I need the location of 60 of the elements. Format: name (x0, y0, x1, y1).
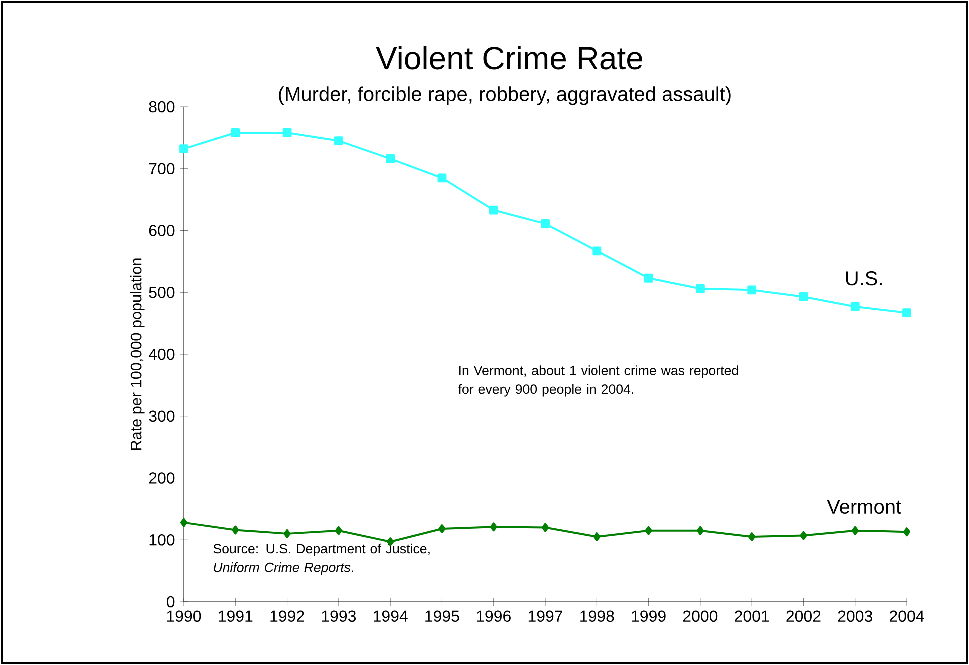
x-tick-label: 1997 (528, 610, 562, 622)
x-tick-label: 1993 (322, 610, 356, 622)
chart-subtitle: (Murder, forcible rape, robbery, aggravated assault) (279, 86, 731, 106)
x-tick-label: 1992 (270, 610, 304, 622)
point (696, 526, 704, 536)
y-tick-label: 600 (149, 225, 175, 236)
y-tick-label: 300 (149, 410, 175, 422)
y-tick-label: 100 (150, 534, 175, 546)
y-tick-label: 200 (149, 472, 175, 484)
point (542, 523, 550, 532)
x-tick-label: 2004 (890, 610, 924, 622)
point (748, 532, 756, 542)
x-tick-label: 2002 (786, 610, 821, 622)
point (799, 292, 808, 302)
point (231, 128, 240, 138)
point (284, 529, 291, 538)
point (594, 532, 601, 542)
point (592, 246, 602, 256)
point (282, 128, 292, 138)
point (850, 302, 860, 312)
x-tick-label: 1994 (374, 610, 408, 622)
chart-title: Violent Crime Rate (376, 46, 643, 70)
x-tick-label: 2001 (735, 610, 770, 622)
x-tick-label: 1991 (219, 610, 253, 622)
point (852, 526, 859, 536)
point (645, 526, 652, 536)
point (335, 526, 343, 536)
point (438, 524, 446, 534)
annotation: Source: U.S. Department of Justice, Uniform Crime Reports. (214, 544, 430, 575)
x-tick-label: 1996 (477, 610, 511, 622)
x-tick-label: 1990 (167, 610, 202, 622)
y-axis-title: Rate per 100,000 population (130, 258, 145, 450)
point (490, 522, 498, 532)
point (903, 528, 911, 537)
series-label: Vermont (827, 500, 902, 514)
y-tick-label: 700 (149, 163, 175, 175)
point (644, 274, 654, 283)
x-tick-label: 1998 (580, 610, 614, 622)
x-tick-label: 1995 (426, 610, 460, 622)
y-tick-label: 800 (149, 101, 175, 113)
point (902, 308, 912, 318)
point (180, 518, 188, 528)
y-tick-label: 400 (148, 348, 175, 360)
point (541, 219, 550, 228)
series-label: U.S. (846, 272, 882, 286)
y-tick-label: 0 (167, 596, 175, 608)
point (438, 174, 447, 183)
point (334, 136, 344, 146)
point (696, 284, 705, 294)
y-tick-label: 500 (149, 286, 175, 298)
annotation: In Vermont, about 1 violent crime was reported for every 900 people in 2004. (458, 366, 738, 397)
point (232, 526, 240, 535)
x-tick-label: 2000 (683, 610, 718, 622)
point (800, 531, 808, 540)
point (180, 144, 188, 154)
x-tick-label: 1999 (632, 610, 666, 622)
point (748, 286, 757, 295)
point (489, 206, 498, 215)
x-tick-label: 2003 (838, 610, 872, 622)
point (386, 154, 396, 164)
